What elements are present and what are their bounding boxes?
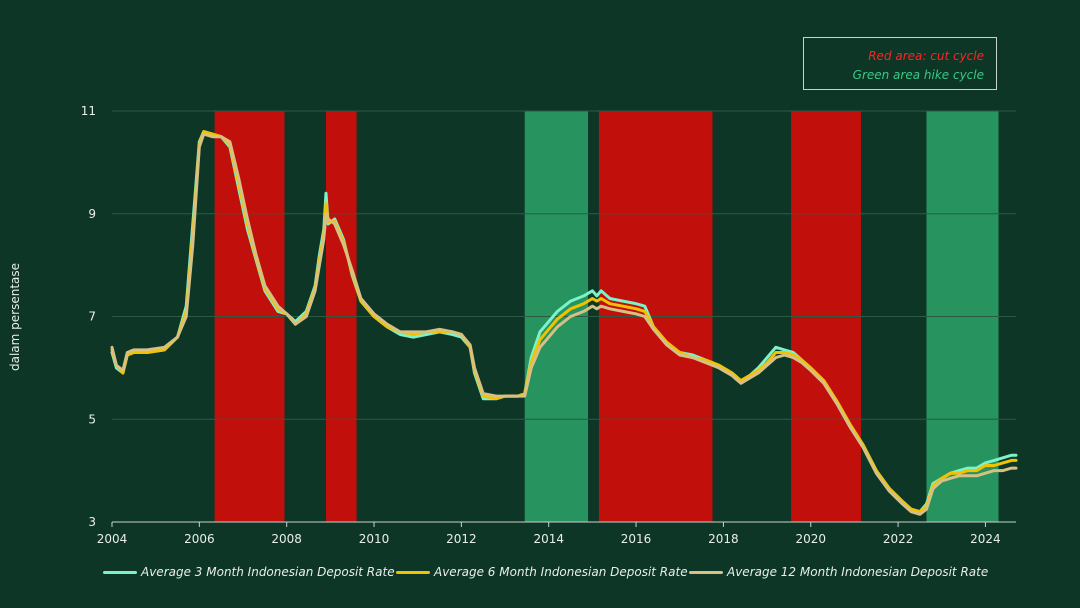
x-tick-label-2012: 2012 (446, 532, 477, 546)
legend-swatch-3-month (103, 570, 137, 574)
legend-label-3-month: Average 3 Month Indonesian Deposit Rate (141, 565, 395, 579)
y-tick-label-7: 7 (88, 310, 96, 324)
x-tick-label-2010: 2010 (359, 532, 390, 546)
legend-item-6-month: Average 6 Month Indonesian Deposit Rate (396, 563, 688, 581)
legend-label-12-month: Average 12 Month Indonesian Deposit Rate (727, 565, 989, 579)
series-legend: Average 3 Month Indonesian Deposit Rate … (0, 563, 1080, 581)
cut-cycle-label: Red area: cut cycle (868, 49, 984, 63)
x-tick-label-2018: 2018 (708, 532, 739, 546)
y-tick-label-5: 5 (88, 412, 96, 426)
y-axis-ticks: 3 5 7 9 11 (81, 104, 96, 529)
gridlines (112, 110, 1016, 523)
series-line-12-month (110, 132, 1018, 516)
x-tick-label-2016: 2016 (621, 532, 652, 546)
y-tick-label-9: 9 (88, 207, 96, 221)
series-lines (110, 130, 1018, 516)
legend-item-12-month: Average 12 Month Indonesian Deposit Rate (689, 563, 988, 581)
legend-item-3-month: Average 3 Month Indonesian Deposit Rate (103, 563, 395, 581)
legend-swatch-6-month (396, 570, 430, 574)
x-tick-label-2020: 2020 (795, 532, 826, 546)
x-axis-ticks: 2004 2006 2008 2010 2012 2014 2016 2018 2020 2022… (97, 522, 1001, 546)
x-tick-label-2006: 2006 (184, 532, 215, 546)
x-tick-label-2022: 2022 (883, 532, 914, 546)
hike-cycle-label: Green area hike cycle (852, 68, 984, 82)
y-axis-label: dalam persentase (8, 262, 22, 372)
x-tick-label-2008: 2008 (271, 532, 302, 546)
legend-label-6-month: Average 6 Month Indonesian Deposit Rate (434, 565, 688, 579)
legend-swatch-12-month (689, 570, 723, 574)
y-tick-label-11: 11 (81, 104, 96, 118)
y-tick-label-3: 3 (88, 515, 96, 529)
x-tick-label-2014: 2014 (533, 532, 564, 546)
cycle-legend: Red area: cut cycle Green area hike cycl… (803, 37, 997, 90)
x-tick-label-2004: 2004 (97, 532, 128, 546)
x-tick-label-2024: 2024 (970, 532, 1001, 546)
